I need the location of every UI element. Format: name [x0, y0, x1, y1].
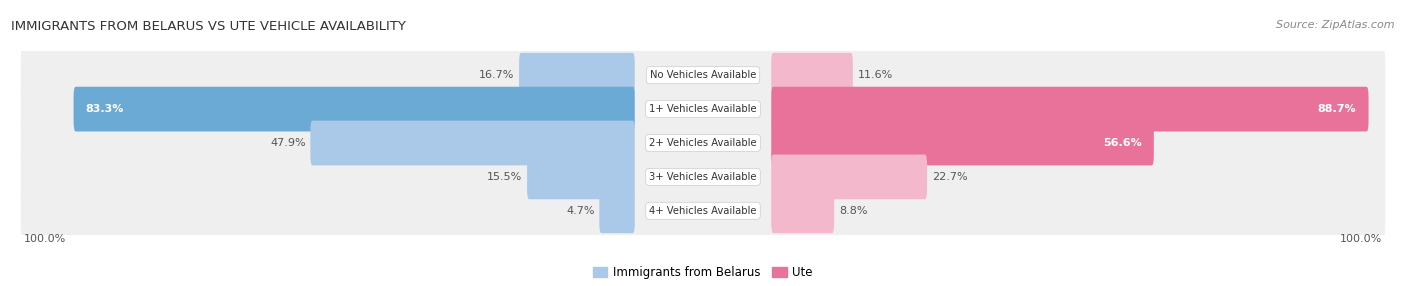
Text: IMMIGRANTS FROM BELARUS VS UTE VEHICLE AVAILABILITY: IMMIGRANTS FROM BELARUS VS UTE VEHICLE A… — [11, 20, 406, 33]
FancyBboxPatch shape — [772, 121, 1154, 165]
FancyBboxPatch shape — [73, 87, 634, 132]
Text: 11.6%: 11.6% — [858, 70, 893, 80]
FancyBboxPatch shape — [772, 188, 834, 233]
FancyBboxPatch shape — [772, 53, 853, 98]
Text: 83.3%: 83.3% — [86, 104, 124, 114]
FancyBboxPatch shape — [21, 112, 1385, 174]
FancyBboxPatch shape — [599, 188, 634, 233]
Text: 4+ Vehicles Available: 4+ Vehicles Available — [650, 206, 756, 216]
Text: 100.0%: 100.0% — [24, 234, 66, 244]
Text: 8.8%: 8.8% — [839, 206, 868, 216]
FancyBboxPatch shape — [21, 79, 1385, 140]
FancyBboxPatch shape — [311, 121, 634, 165]
Text: No Vehicles Available: No Vehicles Available — [650, 70, 756, 80]
FancyBboxPatch shape — [772, 154, 927, 199]
Text: 88.7%: 88.7% — [1317, 104, 1357, 114]
FancyBboxPatch shape — [772, 87, 1368, 132]
FancyBboxPatch shape — [527, 154, 634, 199]
Text: 1+ Vehicles Available: 1+ Vehicles Available — [650, 104, 756, 114]
Text: 2+ Vehicles Available: 2+ Vehicles Available — [650, 138, 756, 148]
Text: 3+ Vehicles Available: 3+ Vehicles Available — [650, 172, 756, 182]
Text: 100.0%: 100.0% — [1340, 234, 1382, 244]
FancyBboxPatch shape — [21, 180, 1385, 241]
FancyBboxPatch shape — [21, 45, 1385, 106]
Text: 16.7%: 16.7% — [479, 70, 515, 80]
Text: Source: ZipAtlas.com: Source: ZipAtlas.com — [1277, 20, 1395, 30]
Text: 15.5%: 15.5% — [486, 172, 523, 182]
Text: 22.7%: 22.7% — [932, 172, 967, 182]
FancyBboxPatch shape — [519, 53, 634, 98]
Text: 4.7%: 4.7% — [567, 206, 595, 216]
Text: 56.6%: 56.6% — [1104, 138, 1142, 148]
Text: 47.9%: 47.9% — [270, 138, 305, 148]
FancyBboxPatch shape — [21, 146, 1385, 207]
Legend: Immigrants from Belarus, Ute: Immigrants from Belarus, Ute — [588, 261, 818, 283]
